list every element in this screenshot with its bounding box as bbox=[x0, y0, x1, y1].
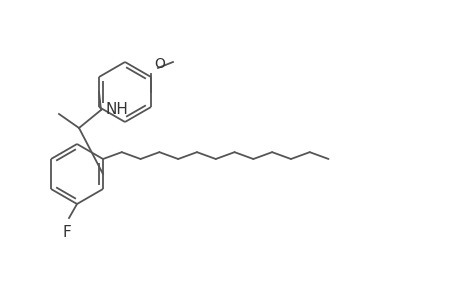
Text: NH: NH bbox=[105, 101, 128, 116]
Text: F: F bbox=[62, 225, 71, 240]
Text: O: O bbox=[154, 57, 164, 71]
